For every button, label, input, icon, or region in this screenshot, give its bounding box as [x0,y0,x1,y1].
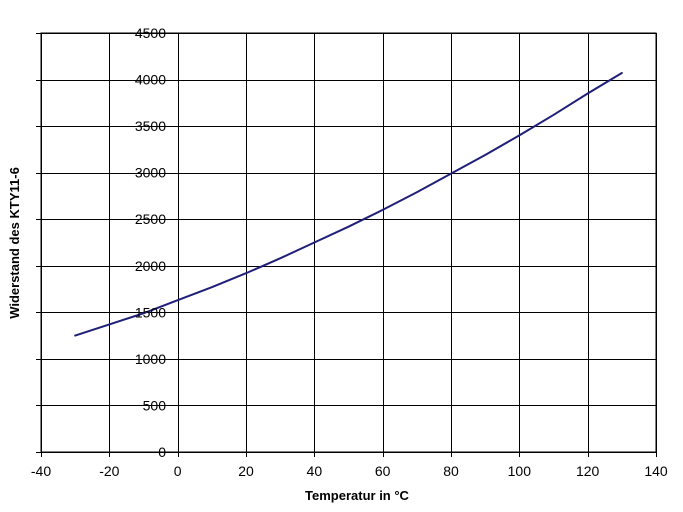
y-tick-label: 4500 [135,25,166,41]
y-axis-title: Widerstand des KTY11-6 [7,167,22,319]
x-tick-label: 120 [576,463,600,479]
x-tick-label: 20 [238,463,254,479]
y-tick-label: 1000 [135,351,166,367]
y-tick-label: 0 [158,444,166,460]
x-tick-label: 100 [508,463,532,479]
x-tick-label: 80 [443,463,459,479]
y-tick-label: 2500 [135,211,166,227]
y-tick-label: 4000 [135,72,166,88]
y-tick-label: 2000 [135,258,166,274]
x-tick-label: 0 [174,463,182,479]
series-line [74,72,623,337]
x-tick-label: 60 [375,463,391,479]
plot-area-frame [40,32,657,453]
x-tick-labels: -40 -20 0 20 40 60 80 100 120 140 [31,463,668,479]
y-tick-label: 3000 [135,165,166,181]
y-tick-labels: 0 500 1000 1500 2000 2500 3000 3500 4000 4500 [135,25,166,460]
y-tick-label: 1500 [135,304,166,320]
x-axis-title: Temperatur in °C [305,488,410,503]
x-tick-label: 140 [644,463,668,479]
x-tick-label: 40 [307,463,323,479]
y-tick-label: 3500 [135,118,166,134]
series-layer [74,72,623,337]
x-tick-label: -20 [99,463,119,479]
grid [36,33,657,457]
y-tick-label: 500 [143,397,167,413]
x-tick-label: -40 [31,463,51,479]
